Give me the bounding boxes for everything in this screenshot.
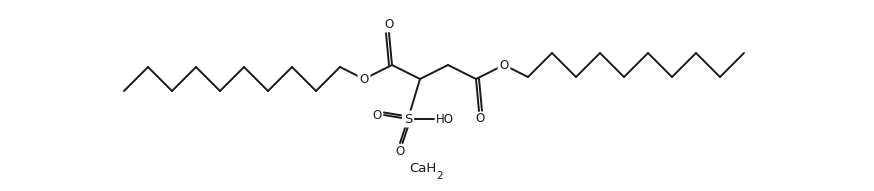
- Text: O: O: [395, 145, 405, 158]
- Text: HO: HO: [436, 112, 454, 125]
- Text: S: S: [404, 112, 413, 125]
- Text: 2: 2: [436, 171, 442, 181]
- Text: CaH: CaH: [409, 163, 436, 176]
- Text: O: O: [385, 18, 393, 31]
- Text: O: O: [475, 112, 484, 125]
- Text: O: O: [359, 73, 369, 86]
- Text: O: O: [372, 108, 382, 121]
- Text: O: O: [499, 58, 509, 71]
